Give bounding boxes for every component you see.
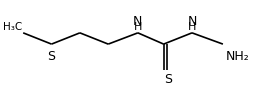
Text: S: S	[164, 73, 172, 86]
Text: N: N	[133, 15, 143, 28]
Text: H₃C: H₃C	[3, 22, 22, 32]
Text: H: H	[188, 22, 196, 32]
Text: NH₂: NH₂	[225, 50, 249, 63]
Text: N: N	[187, 15, 197, 28]
Text: S: S	[48, 50, 56, 63]
Text: H: H	[134, 22, 142, 32]
